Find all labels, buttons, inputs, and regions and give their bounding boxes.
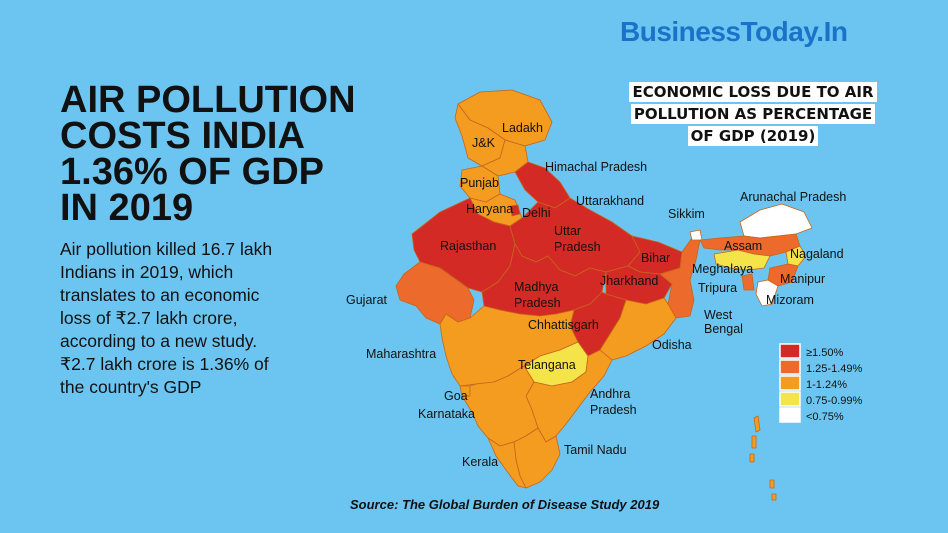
label-delhi: Delhi <box>522 206 551 220</box>
label-madhya-pradesh-line1: Madhya <box>514 280 559 294</box>
map-title-line: ECONOMIC LOSS DUE TO AIR <box>629 82 877 102</box>
state-sikkim <box>689 229 703 241</box>
summary-line: loss of ₹2.7 lakh crore, <box>60 308 238 328</box>
legend-label: 0.75-0.99% <box>806 395 862 407</box>
legend-label: 1.25-1.49% <box>806 363 862 375</box>
legend-swatch <box>779 375 801 391</box>
label-odisha: Odisha <box>652 338 692 352</box>
state-arunachal <box>739 203 813 239</box>
legend-label: ≥1.50% <box>806 347 843 359</box>
islands-andaman <box>749 415 777 501</box>
legend-label: <0.75% <box>806 411 844 423</box>
label-tamil-nadu: Tamil Nadu <box>564 443 627 457</box>
state-himachal <box>481 139 529 177</box>
state-nagaland <box>785 245 807 267</box>
label-telangana: Telangana <box>518 358 576 372</box>
label-nagaland: Nagaland <box>790 247 844 261</box>
state-delhi <box>509 204 521 217</box>
label-assam: Assam <box>724 239 762 253</box>
state-kerala <box>487 437 527 489</box>
label-andhra-pradesh-line2: Pradesh <box>590 403 637 417</box>
label-karnataka: Karnataka <box>418 407 475 421</box>
label-arunachal-pradesh: Arunachal Pradesh <box>740 190 846 204</box>
summary-line: translates to an economic <box>60 285 260 305</box>
summary-line: ₹2.7 lakh crore is 1.36% of <box>60 354 269 374</box>
summary-text: Air pollution killed 16.7 lakh Indians i… <box>60 238 340 399</box>
label-andhra-pradesh-line1: Andhra <box>590 387 630 401</box>
map-legend: ≥1.50% 1.25-1.49% 1-1.24% 0.75-0.99% <0.… <box>779 343 862 423</box>
headline-line: 1.36% OF GDP <box>60 151 324 193</box>
label-gujarat: Gujarat <box>346 293 388 307</box>
label-rajasthan: Rajasthan <box>440 239 496 253</box>
headline-line: COSTS INDIA <box>60 115 305 157</box>
label-jharkhand: Jharkhand <box>600 274 658 288</box>
summary-line: Indians in 2019, which <box>60 262 234 282</box>
label-madhya-pradesh-line2: Pradesh <box>514 296 561 310</box>
legend-swatch <box>779 343 801 359</box>
label-manipur: Manipur <box>780 272 825 286</box>
label-kerala: Kerala <box>462 455 498 469</box>
legend-swatch <box>779 391 801 407</box>
label-jk: J&K <box>472 136 496 150</box>
headline-line: IN 2019 <box>60 187 194 229</box>
label-goa: Goa <box>444 389 468 403</box>
legend-swatch <box>779 359 801 375</box>
brand-logo: BusinessToday.In <box>620 16 848 47</box>
label-west-bengal-line1: West <box>704 308 733 322</box>
summary-line: according to a new study. <box>60 331 258 351</box>
legend-label: 1-1.24% <box>806 379 847 391</box>
map-title-line: OF GDP (2019) <box>687 126 819 146</box>
label-tripura: Tripura <box>698 281 737 295</box>
map-title: ECONOMIC LOSS DUE TO AIR POLLUTION AS PE… <box>616 82 890 148</box>
label-bihar: Bihar <box>641 251 670 265</box>
summary-line: Air pollution killed 16.7 lakh <box>60 239 273 259</box>
label-ladakh: Ladakh <box>502 121 543 135</box>
label-chhattisgarh: Chhattisgarh <box>528 318 599 332</box>
label-sikkim: Sikkim <box>668 207 705 221</box>
headline-line: AIR POLLUTION <box>60 79 356 121</box>
label-west-bengal-line2: Bengal <box>704 322 743 336</box>
state-meghalaya <box>713 249 771 271</box>
headline: AIR POLLUTION COSTS INDIA 1.36% OF GDP I… <box>60 79 420 229</box>
label-himachal-pradesh: Himachal Pradesh <box>545 160 647 174</box>
source-credit: Source: The Global Burden of Disease Stu… <box>350 497 660 512</box>
label-uttar-pradesh-line2: Pradesh <box>554 240 601 254</box>
label-meghalaya: Meghalaya <box>692 262 753 276</box>
legend-swatch <box>779 407 801 423</box>
label-uttar-pradesh-line1: Uttar <box>554 224 581 238</box>
summary-line: the country's GDP <box>60 377 202 397</box>
label-uttarakhand: Uttarakhand <box>576 194 644 208</box>
label-haryana: Haryana <box>466 202 513 216</box>
label-punjab: Punjab <box>460 176 499 190</box>
state-karnataka <box>461 365 539 447</box>
label-maharashtra: Maharashtra <box>366 347 436 361</box>
state-mizoram <box>755 279 779 307</box>
label-mizoram: Mizoram <box>766 293 814 307</box>
map-title-line: POLLUTION AS PERCENTAGE <box>630 104 876 124</box>
state-tripura <box>741 273 755 291</box>
